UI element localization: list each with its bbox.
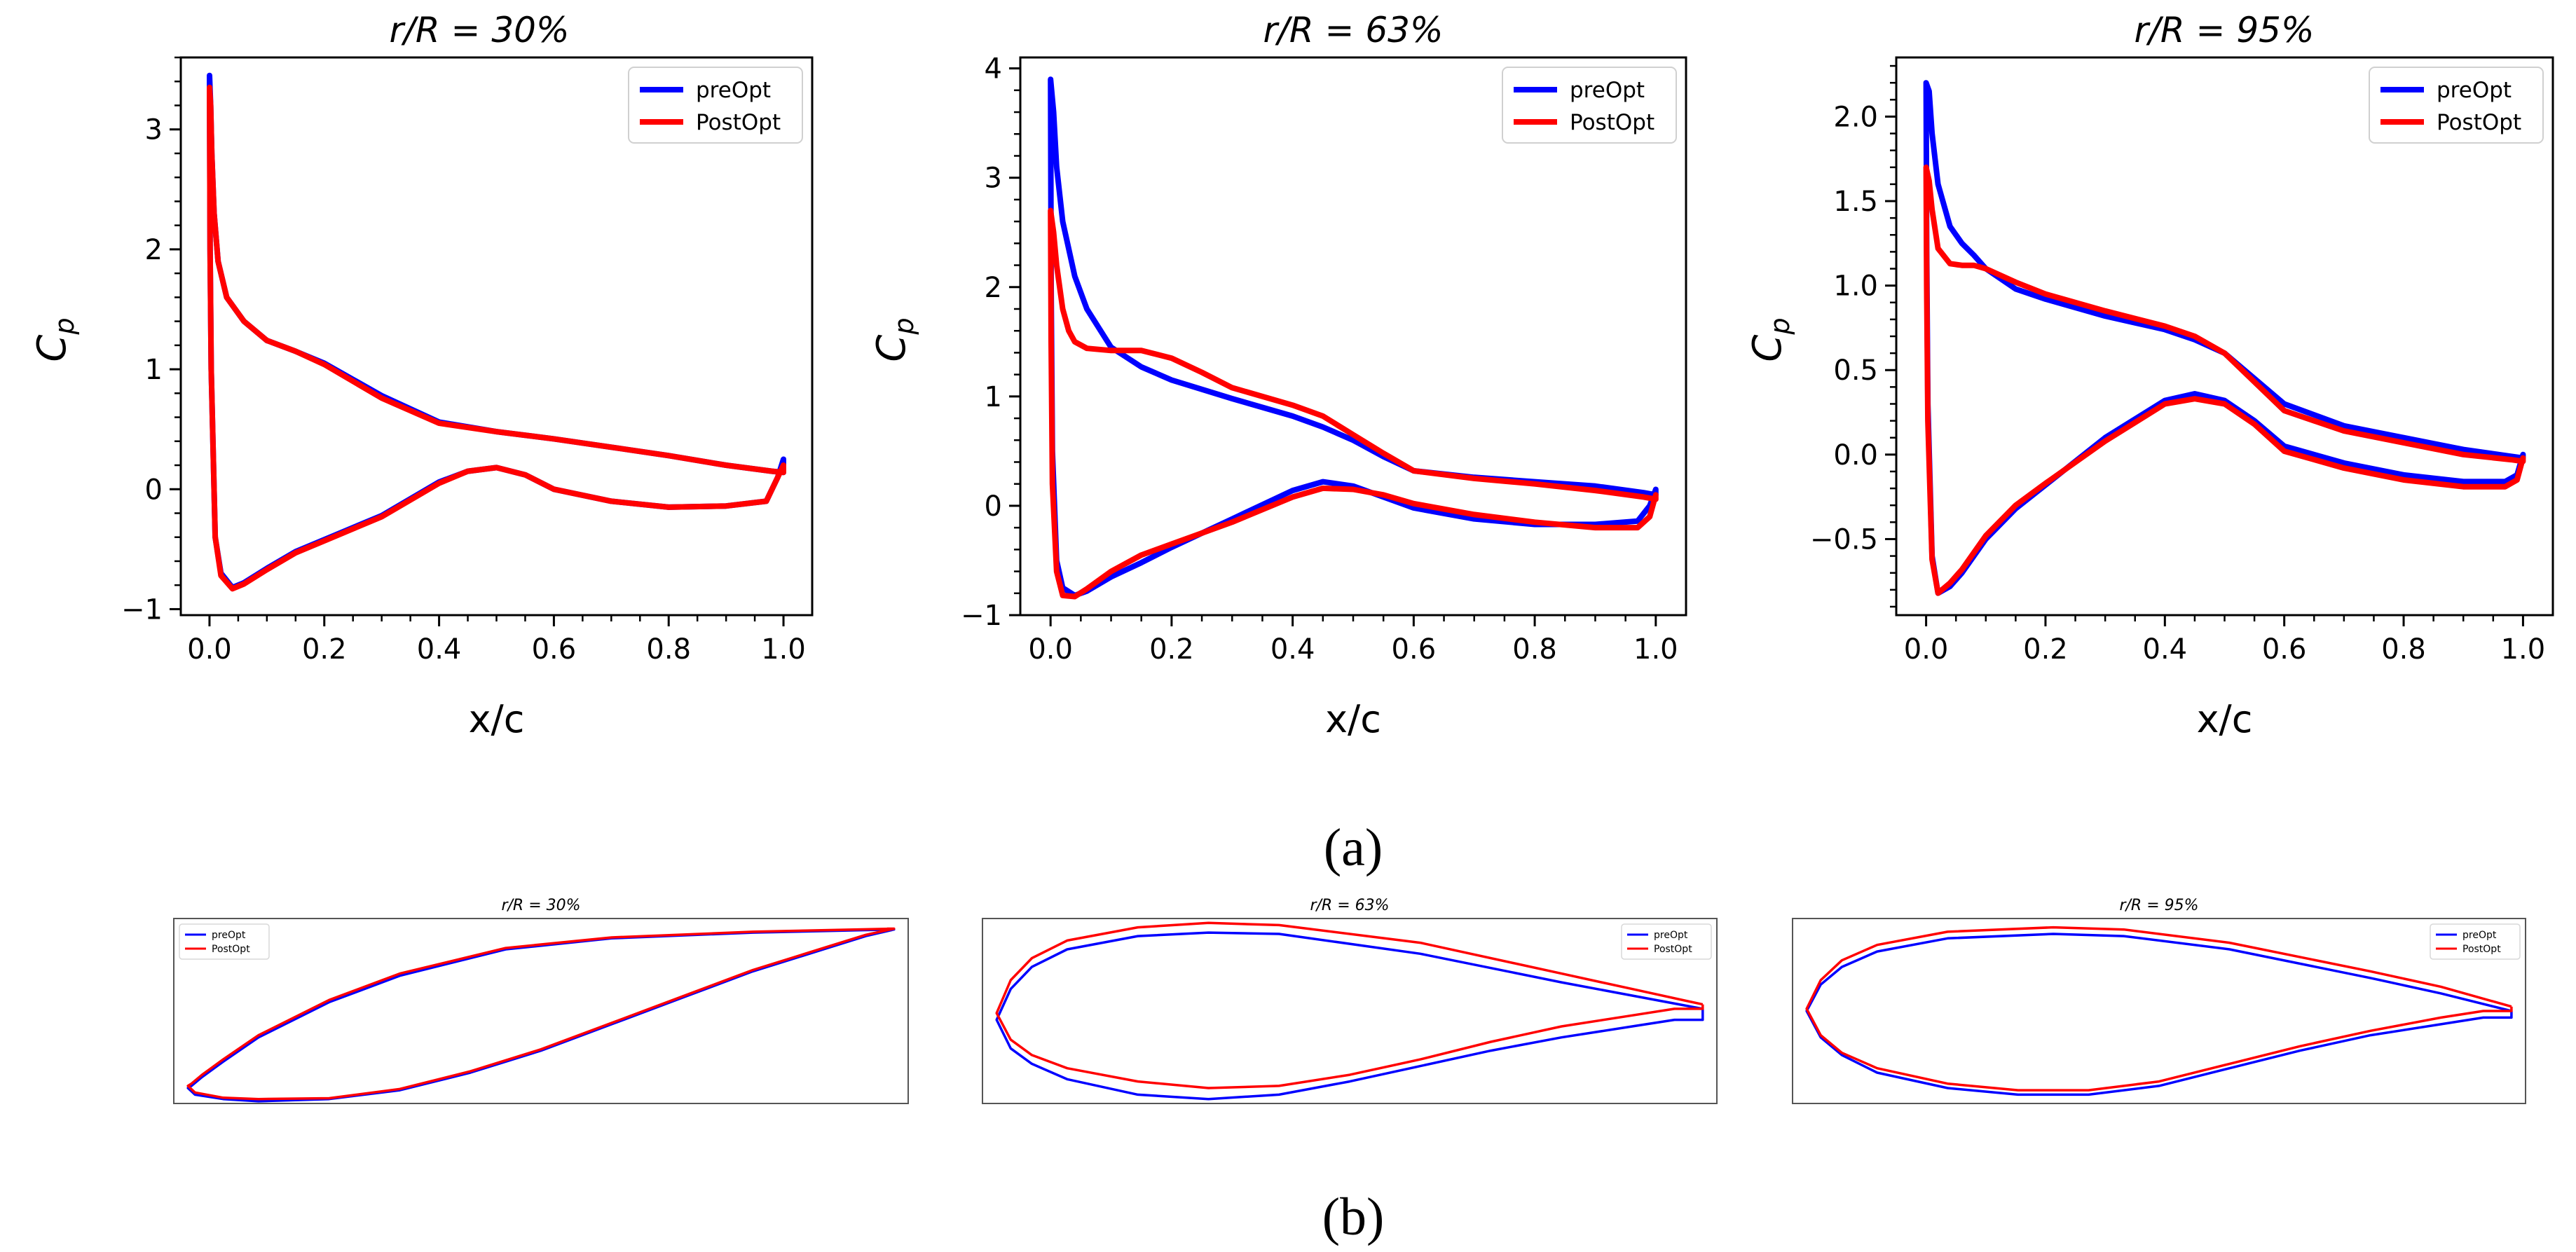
y-tick-label: 3 <box>145 114 163 146</box>
x-tick-label: 0.2 <box>2023 633 2068 666</box>
y-tick-label: 0 <box>985 490 1002 523</box>
y-tick-label: 2.0 <box>1833 101 1878 133</box>
y-tick-label: 0.5 <box>1833 355 1878 387</box>
legend-label-preOpt: preOpt <box>212 930 246 941</box>
cp-chart-1: r/R = 30% 0.0 0.2 0.4 0.6 0.8 1.0 −1 0 1 2 3 x/c Cp pr… <box>29 10 814 741</box>
airfoil-chart-1: r/R = 30% preOpt PostOpt <box>173 897 909 1104</box>
legend-label-PostOpt: PostOpt <box>212 944 250 955</box>
x-tick-label: 0.6 <box>2262 633 2307 666</box>
y-axis-label-main: C <box>1745 335 1790 362</box>
y-tick-label: 2 <box>985 272 1002 304</box>
y-axis-label-sub: p <box>1765 317 1795 335</box>
y-tick-label: 4 <box>985 53 1002 85</box>
legend-label-preOpt: preOpt <box>2462 930 2497 941</box>
legend-box <box>2430 923 2521 960</box>
x-tick-label: 1.0 <box>2501 633 2546 666</box>
airfoil-chart-3: r/R = 95% preOpt PostOpt <box>1792 897 2526 1104</box>
x-axis-label: x/c <box>2197 697 2253 741</box>
legend-box <box>179 923 270 960</box>
series-line-PostOpt <box>1923 164 2526 596</box>
y-tick-label: −1 <box>961 600 1002 632</box>
y-axis-label-sub: p <box>49 317 80 335</box>
series-line-preOpt <box>995 931 1704 1101</box>
legend-label-PostOpt: PostOpt <box>696 110 781 135</box>
y-tick-label: −1 <box>121 593 163 626</box>
x-tick-label: 0.2 <box>1149 633 1194 666</box>
plot-frame <box>173 918 909 1104</box>
series-line-preOpt <box>186 928 896 1103</box>
y-axis-label: Cp <box>869 317 919 362</box>
chart-title: r/R = 30% <box>390 10 570 50</box>
x-tick-label: 0.8 <box>646 633 691 666</box>
series-line-PostOpt <box>995 921 1704 1089</box>
legend-label-preOpt: preOpt <box>1654 930 1688 941</box>
series-line-PostOpt <box>1805 926 2513 1092</box>
caption-a: (a) <box>1324 818 1383 877</box>
legend-label-PostOpt: PostOpt <box>2462 944 2501 955</box>
legend-label-preOpt: preOpt <box>2437 78 2512 103</box>
x-tick-label: 0.0 <box>187 633 232 666</box>
legend-label-PostOpt: PostOpt <box>2437 110 2521 135</box>
legend-label-preOpt: preOpt <box>696 78 771 103</box>
series-line-PostOpt <box>186 927 896 1101</box>
cp-chart-2: r/R = 63%0.0 0.2 0.4 0.6 0.8 1.0−101234x/cCpp… <box>869 10 1687 741</box>
y-tick-label: 0.0 <box>1833 439 1878 472</box>
x-axis-label: x/c <box>469 697 525 741</box>
chart-title: r/R = 63% <box>1263 10 1444 50</box>
x-tick-label: 0.4 <box>417 633 462 666</box>
y-tick-label: 3 <box>985 163 1002 195</box>
chart-title: r/R = 95% <box>2135 10 2315 50</box>
legend-box <box>1621 923 1712 960</box>
x-tick-label: 0.0 <box>1904 633 1949 666</box>
series-line-PostOpt <box>1048 207 1659 600</box>
y-tick-label: 1.5 <box>1833 186 1878 218</box>
y-tick-label: 1 <box>985 381 1002 413</box>
chart-title: r/R = 95% <box>2119 897 2198 914</box>
chart-title: r/R = 30% <box>501 897 580 914</box>
series-line-preOpt <box>1805 933 2513 1096</box>
x-tick-label: 0.4 <box>2143 633 2188 666</box>
x-tick-label: 0.8 <box>1512 633 1557 666</box>
y-axis-label-main: C <box>869 335 914 362</box>
cp-chart-3: r/R = 95% 0.0 0.2 0.4 0.6 0.8 1.0 −0.5 0.0 0.5 1.0… <box>1745 10 2554 741</box>
x-tick-label: 0.8 <box>2381 633 2426 666</box>
y-tick-label: 2 <box>145 234 163 266</box>
x-tick-label: 1.0 <box>1633 633 1678 666</box>
y-axis-label-sub: p <box>889 317 919 335</box>
y-axis-label: Cp <box>1745 317 1795 362</box>
series-line-preOpt <box>207 72 786 591</box>
y-tick-label: 1 <box>145 354 163 386</box>
x-axis-label: x/c <box>1325 697 1381 741</box>
x-tick-label: 1.0 <box>761 633 806 666</box>
plot-frame <box>982 918 1718 1104</box>
y-axis-label: Cp <box>29 317 80 362</box>
legend-label-PostOpt: PostOpt <box>1654 944 1692 955</box>
y-tick-label: 0 <box>145 474 163 506</box>
x-tick-label: 0.2 <box>302 633 347 666</box>
chart-title: r/R = 63% <box>1310 897 1389 914</box>
y-tick-label: −0.5 <box>1810 523 1878 556</box>
series-line-preOpt <box>1923 80 2526 596</box>
series-line-preOpt <box>1048 76 1659 598</box>
series-line-PostOpt <box>207 84 786 592</box>
x-tick-label: 0.6 <box>532 633 577 666</box>
y-axis-label-main: C <box>29 335 75 362</box>
airfoil-chart-2: r/R = 63% preOpt PostOpt <box>982 897 1718 1104</box>
x-tick-label: 0.6 <box>1392 633 1437 666</box>
x-tick-label: 0.4 <box>1270 633 1315 666</box>
x-tick-label: 0.0 <box>1028 633 1073 666</box>
caption-b: (b) <box>1322 1188 1385 1246</box>
y-tick-label: 1.0 <box>1833 270 1878 303</box>
legend-label-preOpt: preOpt <box>1570 78 1645 103</box>
legend-label-PostOpt: PostOpt <box>1570 110 1654 135</box>
plot-frame <box>1792 918 2526 1104</box>
